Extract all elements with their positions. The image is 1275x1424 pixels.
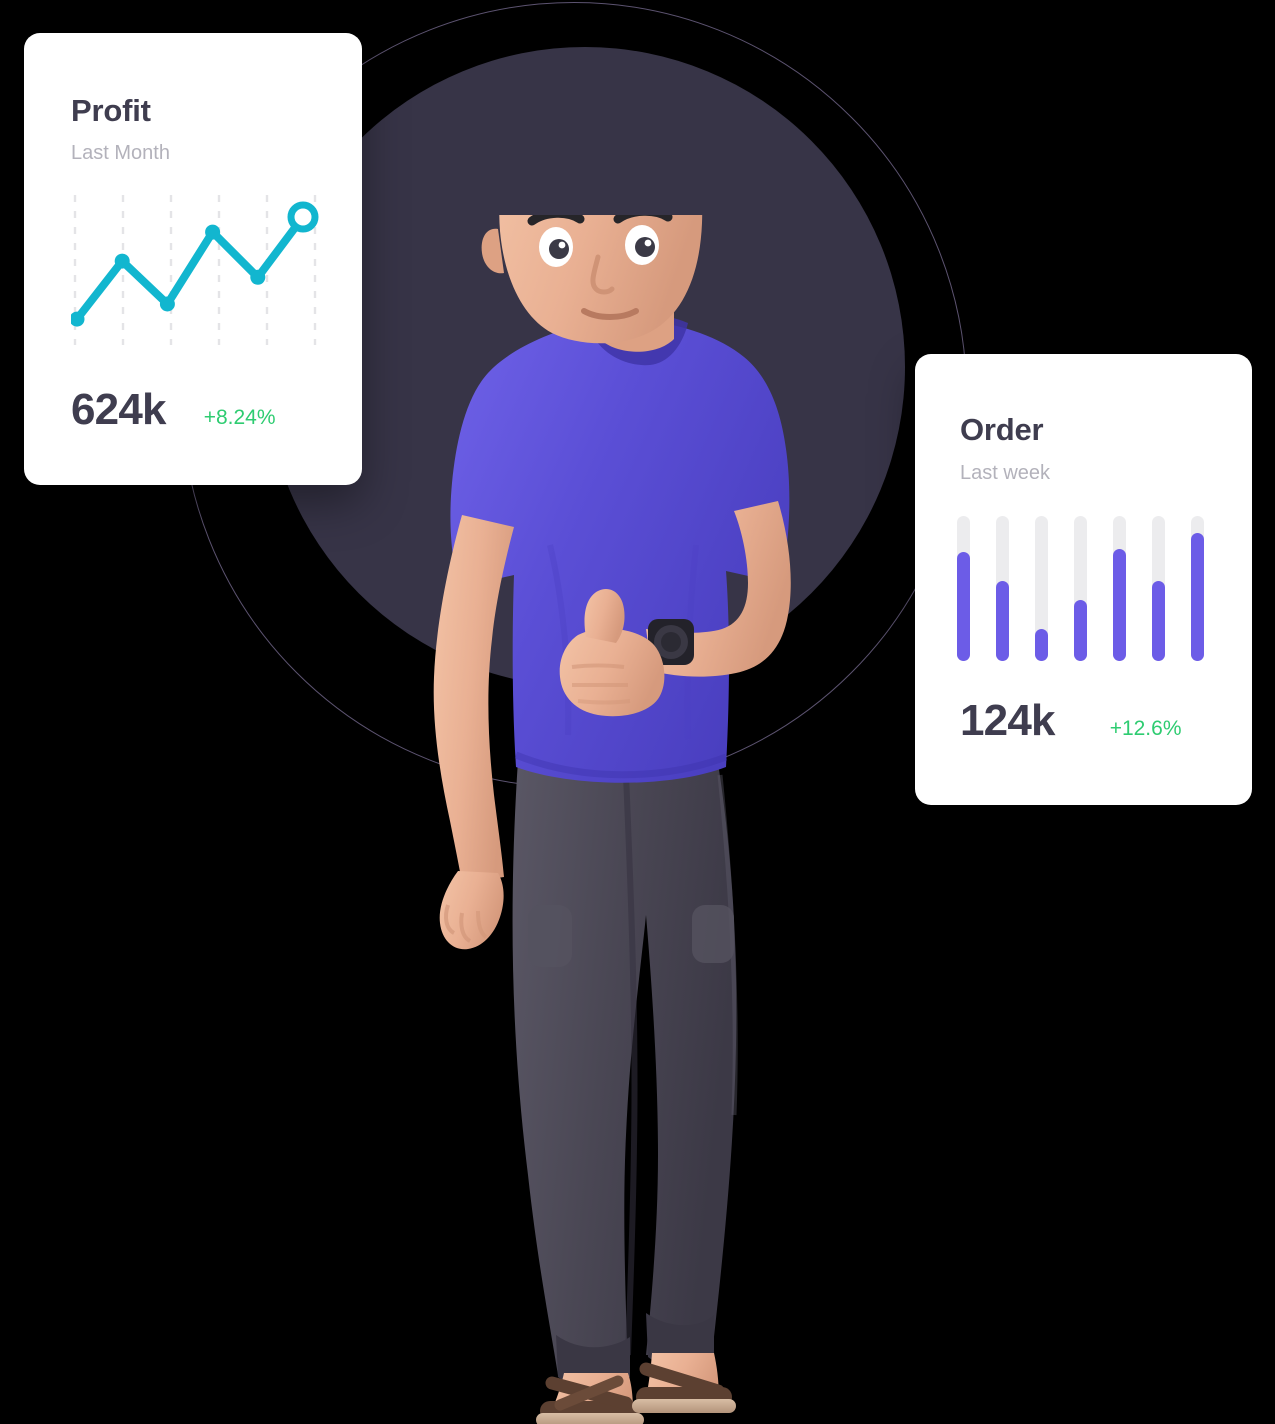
bar-fill <box>1113 549 1126 661</box>
character-left-arm <box>433 515 514 883</box>
order-card-title: Order <box>960 412 1044 447</box>
order-delta: +12.6% <box>1109 717 1182 740</box>
bar-track <box>1113 516 1126 661</box>
profit-line-chart <box>71 195 319 345</box>
bar-track <box>996 516 1009 661</box>
bar-fill <box>996 581 1009 661</box>
order-card-footer: 124k +12.6% <box>960 699 1182 743</box>
bar-track <box>1191 516 1204 661</box>
profit-card-subtitle: Last Month <box>71 142 170 164</box>
bar-fill <box>957 552 970 661</box>
bar-track <box>1152 516 1165 661</box>
bar-track <box>1074 516 1087 661</box>
chart-line-series <box>73 213 307 324</box>
bar-fill <box>1035 629 1048 661</box>
chart-point-highlighted <box>287 201 319 233</box>
chart-point <box>250 269 266 285</box>
profit-card[interactable]: Profit Last Month 624k +8.24% <box>24 33 362 485</box>
chart-point <box>205 224 221 240</box>
character-pants <box>512 760 737 1375</box>
bar-fill <box>1074 600 1087 661</box>
chart-point <box>114 253 130 269</box>
bar-fill <box>1152 581 1165 661</box>
bar-track <box>1035 516 1048 661</box>
profit-card-footer: 624k +8.24% <box>71 388 276 432</box>
profit-value: 624k <box>71 385 166 434</box>
order-bar-chart <box>957 516 1207 661</box>
bar-track <box>957 516 970 661</box>
chart-point <box>159 296 175 312</box>
order-card-subtitle: Last week <box>960 462 1051 484</box>
profit-delta: +8.24% <box>203 406 276 429</box>
profit-card-title: Profit <box>71 93 151 128</box>
chart-point <box>71 311 85 327</box>
bar-fill <box>1191 533 1204 661</box>
character-illustration <box>433 215 791 1424</box>
order-value: 124k <box>960 696 1055 745</box>
character-thumbs-up-hand <box>559 628 665 717</box>
order-card[interactable]: Order Last week <box>915 354 1252 805</box>
